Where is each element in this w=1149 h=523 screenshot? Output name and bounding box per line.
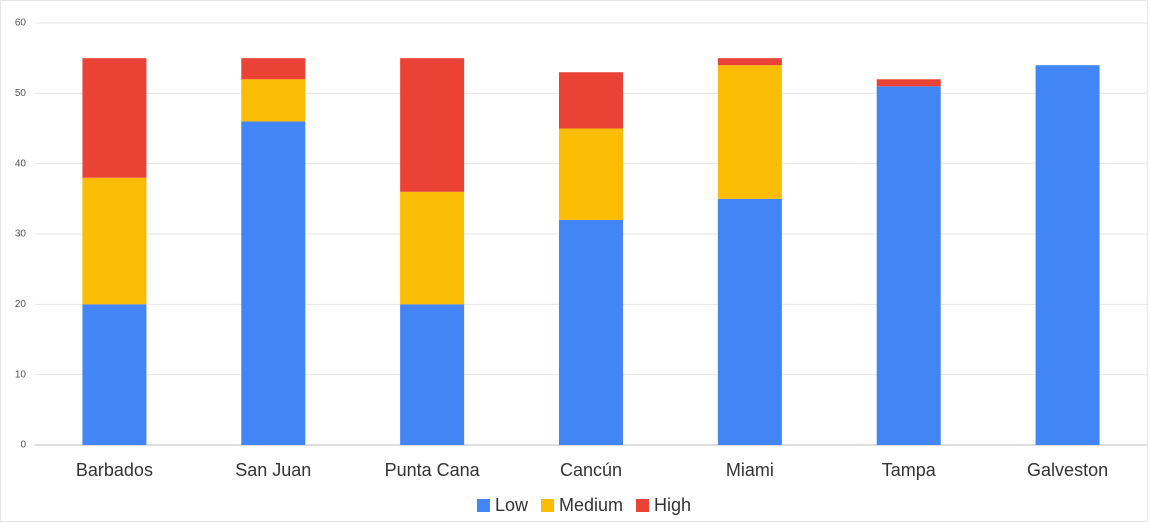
y-tick-label: 60: [15, 18, 27, 29]
bar-segment: [400, 304, 465, 445]
bar-segment: [876, 79, 941, 87]
bar-segment: [82, 177, 147, 305]
y-tick-label: 50: [15, 88, 27, 99]
bar-segment: [82, 58, 147, 178]
y-tick-label: 20: [15, 299, 27, 310]
x-tick-label: San Juan: [235, 460, 311, 480]
bar-segment: [400, 58, 465, 192]
bar-segment: [717, 58, 782, 66]
legend-label: Low: [495, 495, 529, 515]
bar-segment: [241, 121, 306, 445]
bar-segment: [400, 191, 465, 305]
x-tick-label: Barbados: [76, 460, 153, 480]
bar-segment: [559, 72, 623, 129]
bar-segment: [717, 198, 782, 445]
x-tick-label: Cancún: [560, 460, 622, 480]
legend-swatch: [476, 499, 490, 512]
legend-swatch: [636, 499, 650, 512]
y-tick-label: 40: [15, 158, 27, 169]
legend-label: Medium: [559, 495, 623, 515]
legend-label: High: [654, 495, 691, 515]
bar-segment: [559, 219, 623, 445]
bar-segment: [241, 58, 306, 80]
x-tick-label: Miami: [726, 460, 774, 480]
x-tick-label: Punta Cana: [385, 460, 481, 480]
y-tick-label: 0: [20, 440, 26, 451]
x-tick-label: Tampa: [882, 460, 937, 480]
bar-segment: [241, 79, 306, 122]
y-tick-label: 30: [15, 229, 27, 240]
bar-segment: [82, 304, 147, 445]
bar-segment: [717, 65, 782, 199]
bar-segment: [1035, 65, 1100, 445]
bar-segment: [876, 86, 941, 446]
bar-segment: [559, 128, 623, 220]
legend-swatch: [540, 499, 554, 512]
x-tick-label: Galveston: [1027, 460, 1108, 480]
y-tick-label: 10: [15, 369, 27, 380]
